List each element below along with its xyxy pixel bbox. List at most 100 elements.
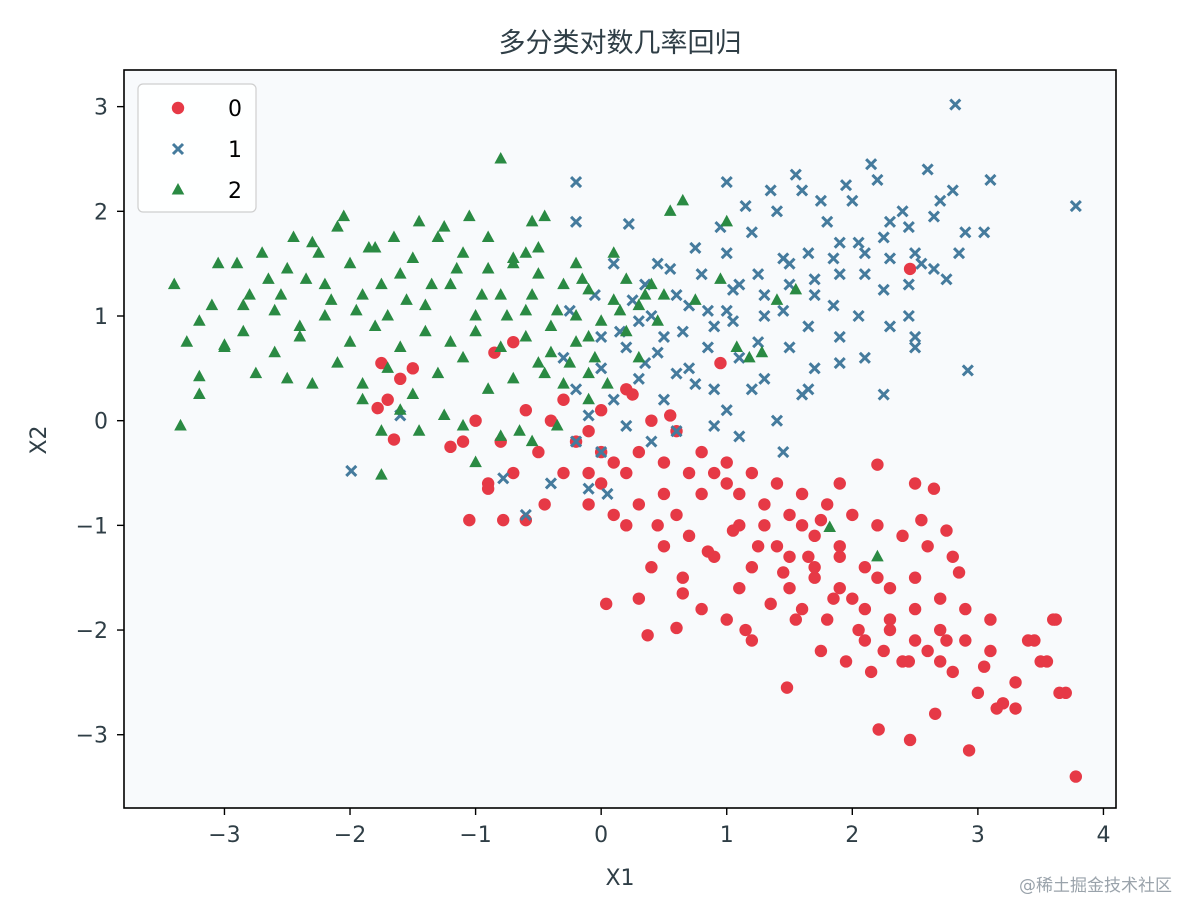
x-tick-label: −3 — [208, 823, 240, 848]
point-class-1 — [833, 330, 846, 343]
point-class-1 — [808, 289, 821, 302]
point-class-1 — [909, 341, 922, 354]
point-class-2 — [645, 277, 658, 290]
x-tick-label: −1 — [459, 823, 491, 848]
point-class-2 — [419, 324, 432, 337]
point-class-1 — [626, 294, 639, 307]
point-class-1 — [833, 268, 846, 281]
point-class-2 — [519, 329, 533, 342]
point-class-0 — [582, 498, 595, 511]
point-class-2 — [607, 293, 621, 305]
point-class-0 — [990, 702, 1003, 715]
point-class-0 — [645, 561, 658, 574]
point-class-0 — [1009, 702, 1022, 715]
plot-area — [123, 69, 1117, 809]
point-class-2 — [306, 235, 319, 248]
point-class-0 — [670, 621, 683, 635]
point-class-0 — [670, 508, 683, 522]
point-class-0 — [833, 550, 846, 563]
point-class-0 — [908, 634, 922, 647]
x-axis-label: X1 — [605, 866, 634, 891]
point-class-0 — [921, 644, 934, 658]
point-class-2 — [532, 356, 545, 368]
point-class-0 — [908, 571, 922, 584]
point-class-0 — [406, 362, 420, 375]
point-class-2 — [280, 371, 294, 384]
point-class-2 — [400, 293, 413, 305]
point-class-1 — [701, 304, 714, 317]
point-class-2 — [544, 319, 558, 332]
point-class-2 — [406, 387, 420, 400]
point-class-2 — [255, 246, 269, 258]
point-class-2 — [582, 282, 595, 295]
point-class-0 — [858, 602, 872, 616]
point-class-2 — [538, 209, 551, 222]
point-class-0 — [1049, 613, 1062, 626]
point-class-0 — [971, 686, 985, 700]
point-class-1 — [595, 446, 608, 459]
point-class-0 — [620, 466, 633, 480]
point-class-0 — [620, 519, 633, 532]
point-class-1 — [949, 98, 962, 111]
point-class-0 — [783, 508, 796, 522]
point-class-1 — [909, 247, 922, 260]
legend-marker-1 — [171, 142, 185, 156]
point-class-0 — [682, 529, 696, 543]
point-class-0 — [481, 482, 495, 495]
x-tick-label: 3 — [971, 823, 985, 848]
point-class-1 — [601, 487, 614, 501]
point-class-0 — [808, 561, 821, 574]
point-class-0 — [632, 498, 646, 511]
point-class-1 — [676, 325, 689, 338]
y-tick-label: 2 — [94, 200, 108, 225]
point-class-1 — [821, 215, 834, 228]
point-class-2 — [431, 230, 445, 243]
point-class-2 — [544, 345, 558, 358]
point-class-1 — [802, 383, 815, 396]
legend-label: 1 — [228, 138, 242, 163]
point-class-1 — [739, 200, 752, 213]
point-class-0 — [745, 561, 759, 574]
point-class-1 — [839, 179, 853, 192]
point-class-2 — [743, 350, 756, 363]
point-class-0 — [519, 404, 533, 417]
point-class-1 — [833, 236, 846, 249]
point-class-0 — [720, 613, 733, 626]
point-class-1 — [733, 430, 746, 443]
point-class-1 — [770, 205, 784, 218]
point-class-0 — [839, 655, 853, 668]
point-class-1 — [777, 446, 790, 459]
point-class-1 — [752, 336, 765, 349]
point-class-1 — [927, 262, 940, 275]
point-class-2 — [638, 288, 652, 300]
point-class-2 — [268, 303, 281, 316]
point-class-0 — [599, 597, 613, 611]
point-class-1 — [657, 393, 671, 406]
point-class-2 — [494, 288, 508, 300]
point-class-0 — [726, 524, 740, 537]
point-class-0 — [714, 356, 727, 370]
point-class-2 — [218, 338, 231, 350]
point-class-0 — [814, 513, 828, 527]
point-class-0 — [758, 519, 771, 532]
point-class-2 — [193, 387, 206, 400]
point-class-2 — [506, 371, 520, 384]
point-class-0 — [927, 482, 941, 495]
point-class-0 — [1040, 655, 1054, 668]
point-class-1 — [645, 309, 658, 323]
point-class-0 — [946, 550, 959, 563]
point-class-0 — [934, 655, 947, 668]
point-class-2 — [469, 324, 482, 337]
point-class-2 — [463, 209, 476, 222]
point-class-0 — [833, 581, 846, 595]
point-class-2 — [557, 377, 570, 389]
point-class-1 — [883, 215, 897, 228]
point-class-2 — [356, 377, 369, 389]
point-class-1 — [752, 268, 765, 281]
x-tick-label: −2 — [334, 823, 366, 848]
point-class-0 — [444, 440, 457, 454]
point-class-1 — [858, 268, 871, 281]
legend-box — [137, 83, 257, 213]
watermark: @稀土掘金技术社区 — [1019, 876, 1172, 896]
